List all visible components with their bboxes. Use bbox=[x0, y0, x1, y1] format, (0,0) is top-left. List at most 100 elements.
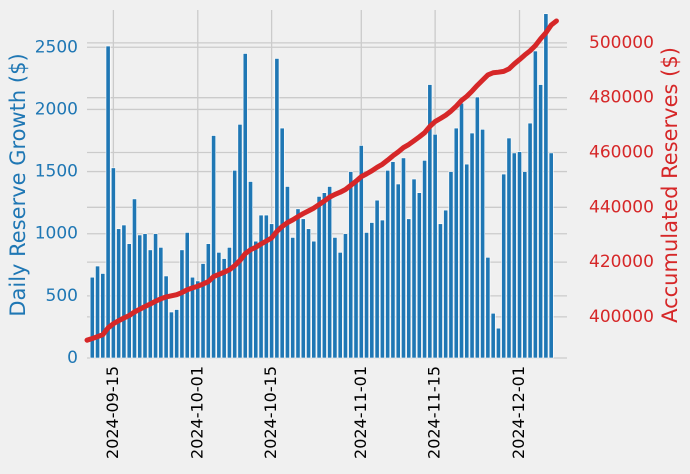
bar bbox=[332, 237, 338, 359]
bar bbox=[137, 234, 143, 359]
bar bbox=[227, 247, 232, 359]
bar bbox=[532, 50, 538, 359]
x-axis-ticks: 2024-09-15 2024-10-01 2024-10-15 2024-11-01… bbox=[103, 366, 528, 459]
bar bbox=[353, 178, 359, 359]
bar bbox=[443, 209, 449, 359]
bar bbox=[300, 218, 306, 359]
bar bbox=[448, 171, 454, 359]
bar bbox=[285, 186, 290, 359]
bar bbox=[411, 178, 417, 359]
bar bbox=[527, 122, 533, 359]
left-tick-label: 2000 bbox=[35, 99, 78, 119]
bar bbox=[168, 311, 174, 359]
x-tick-label: 2024-10-15 bbox=[261, 366, 280, 459]
bar bbox=[385, 170, 391, 359]
bar bbox=[174, 309, 180, 359]
bar bbox=[432, 133, 438, 359]
x-tick-label: 2024-11-01 bbox=[351, 366, 370, 459]
x-tick-label: 2024-10-01 bbox=[187, 366, 206, 459]
x-tick-label: 2024-09-15 bbox=[103, 366, 122, 459]
bar bbox=[416, 192, 422, 359]
bar bbox=[485, 257, 491, 359]
bar bbox=[237, 124, 243, 359]
bar bbox=[459, 102, 464, 359]
bar bbox=[511, 152, 517, 359]
bar bbox=[343, 233, 348, 359]
bar bbox=[216, 252, 222, 359]
x-tick-label: 2024-12-01 bbox=[509, 366, 528, 459]
bar bbox=[306, 228, 311, 359]
line-series bbox=[84, 18, 559, 343]
bar bbox=[253, 240, 259, 359]
right-axis-ticks: 400000 420000 440000 460000 480000 500000 bbox=[589, 33, 654, 327]
x-tick-label: 2024-11-15 bbox=[425, 366, 444, 459]
left-tick-label: 2500 bbox=[35, 37, 78, 57]
bar bbox=[89, 276, 95, 359]
bar bbox=[205, 243, 211, 359]
bar bbox=[242, 53, 248, 359]
bar bbox=[274, 58, 280, 359]
bar bbox=[190, 276, 195, 359]
bar bbox=[548, 152, 554, 359]
bar bbox=[295, 208, 301, 359]
bar bbox=[179, 249, 185, 359]
bar bbox=[279, 127, 285, 359]
bar bbox=[437, 223, 443, 359]
right-tick-label: 480000 bbox=[589, 88, 654, 108]
bar bbox=[490, 312, 496, 359]
bar bbox=[348, 171, 354, 359]
left-axis-label: Daily Reserve Growth ($) bbox=[6, 53, 30, 316]
bar bbox=[248, 181, 253, 359]
bar bbox=[374, 199, 380, 359]
bar bbox=[142, 233, 148, 359]
bar bbox=[358, 145, 364, 359]
bar bbox=[538, 84, 544, 359]
bar bbox=[543, 13, 549, 359]
bar bbox=[126, 243, 132, 359]
bar bbox=[316, 196, 322, 359]
bar bbox=[321, 192, 327, 359]
bar bbox=[211, 135, 217, 359]
bar bbox=[453, 127, 459, 359]
bar bbox=[501, 173, 507, 359]
bar bbox=[327, 186, 333, 359]
left-tick-label: 0 bbox=[67, 348, 78, 368]
bar bbox=[200, 263, 206, 359]
bar bbox=[390, 161, 396, 359]
bar bbox=[258, 214, 264, 359]
left-axis-ticks: 0 500 1000 1500 2000 2500 bbox=[35, 37, 78, 368]
bar bbox=[464, 163, 470, 359]
right-tick-label: 420000 bbox=[589, 252, 654, 272]
bar bbox=[110, 167, 116, 359]
bar bbox=[269, 223, 275, 359]
bar bbox=[496, 327, 501, 359]
bar bbox=[95, 265, 100, 359]
bar bbox=[184, 232, 190, 359]
bar bbox=[153, 233, 158, 359]
bar bbox=[221, 258, 227, 359]
bar bbox=[506, 137, 512, 359]
bar bbox=[290, 237, 296, 359]
line-accumulated-reserves bbox=[84, 18, 559, 343]
bar bbox=[469, 132, 475, 359]
bar bbox=[379, 219, 385, 359]
bar bbox=[401, 157, 406, 359]
bar-series bbox=[89, 13, 554, 359]
bar bbox=[369, 222, 375, 359]
bar bbox=[116, 228, 122, 359]
bar bbox=[406, 218, 412, 359]
bar bbox=[474, 96, 480, 359]
bar bbox=[427, 84, 433, 359]
bar bbox=[105, 45, 111, 359]
right-tick-label: 400000 bbox=[589, 307, 654, 327]
bar bbox=[395, 183, 401, 359]
left-tick-label: 1500 bbox=[35, 162, 78, 182]
left-tick-label: 500 bbox=[46, 286, 78, 306]
right-axis-label: Accumulated Reserves ($) bbox=[658, 47, 682, 323]
bar bbox=[311, 240, 317, 359]
bar bbox=[522, 171, 528, 359]
bar bbox=[163, 275, 169, 359]
bar bbox=[263, 214, 269, 359]
bar bbox=[422, 160, 427, 359]
